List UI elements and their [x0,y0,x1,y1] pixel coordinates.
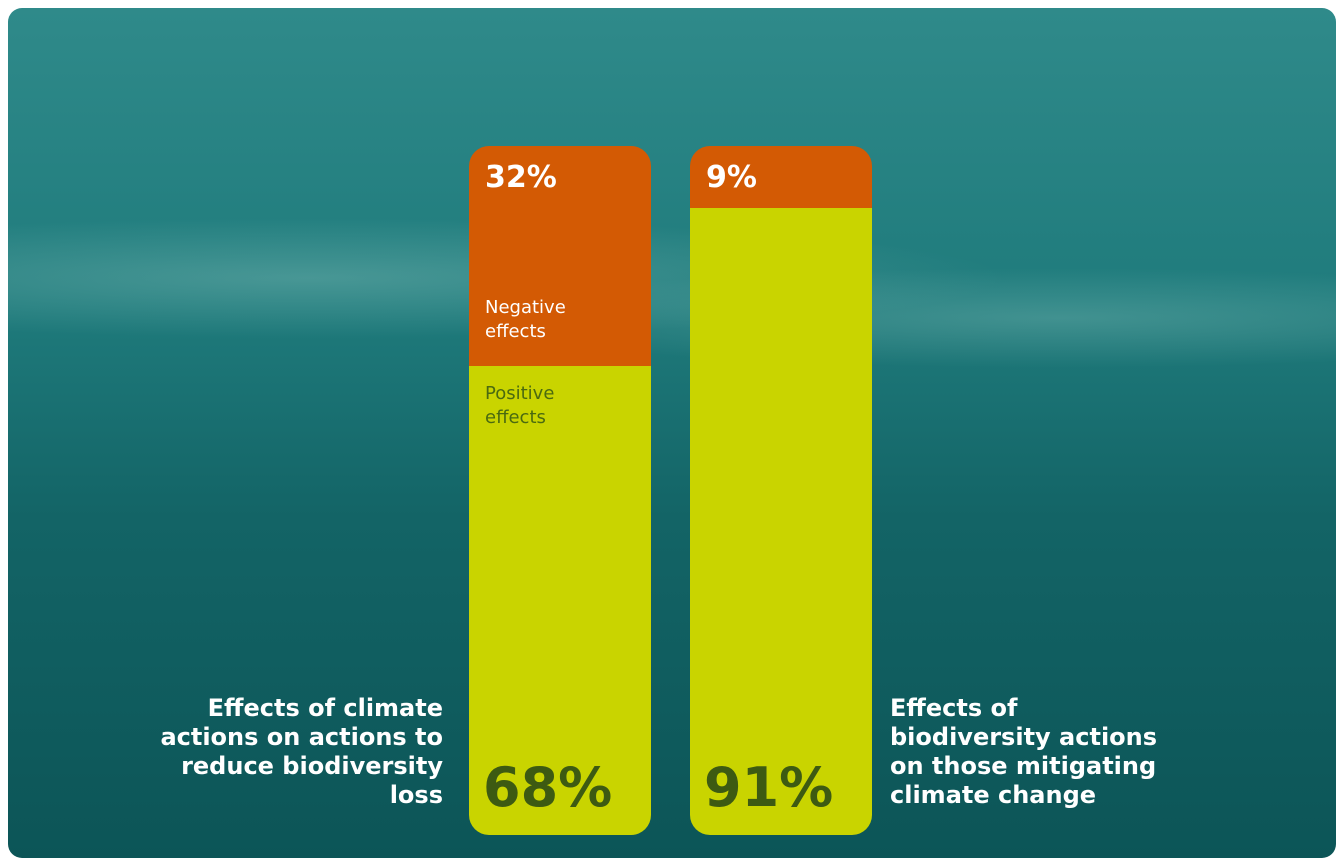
bar-stack: 68% Positive effects 32% Negative effects [469,146,651,835]
page: 68% Positive effects 32% Negative effects Ef… [0,0,1342,863]
legend-entry: Positive effects [485,382,595,430]
value-label: 91% [704,761,833,815]
legend-entry: Negative effects [485,296,595,344]
bar-segment [690,208,872,835]
chart: 68% Positive effects 32% Negative effects Ef… [8,8,1336,858]
bar-stack: 91% 9% [690,146,872,835]
value-label: 32% [485,160,557,195]
category-label: Effects of biodiversity actions on those… [890,694,1180,810]
category-label: Effects of climate actions on actions to… [153,694,443,810]
value-label: 9% [706,160,757,195]
value-label: 68% [483,761,612,815]
